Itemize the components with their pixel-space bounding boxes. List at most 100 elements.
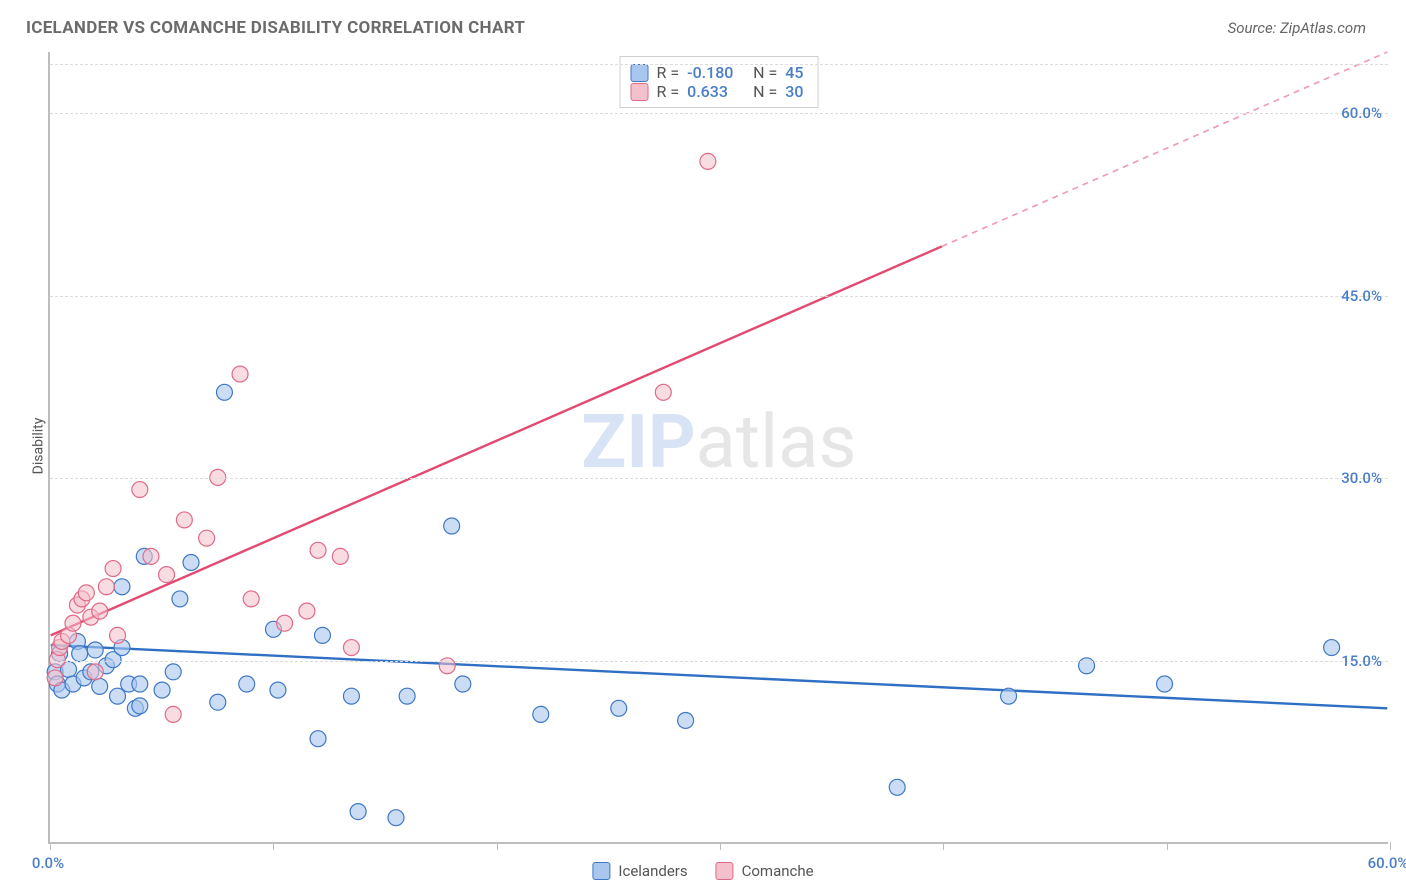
data-point <box>72 646 88 662</box>
data-point <box>78 585 94 601</box>
legend-swatch <box>592 862 610 880</box>
data-point <box>444 518 460 534</box>
legend-label: Comanche <box>742 862 814 880</box>
data-point <box>455 676 471 692</box>
n-label: N = <box>753 82 777 101</box>
data-point <box>216 384 232 400</box>
data-point <box>343 640 359 656</box>
data-point <box>1157 676 1173 692</box>
data-point <box>87 642 103 658</box>
data-point <box>98 579 114 595</box>
data-point <box>533 706 549 722</box>
x-tick <box>1390 842 1391 850</box>
chart-title: ICELANDER VS COMANCHE DISABILITY CORRELA… <box>26 18 525 38</box>
data-point <box>232 366 248 382</box>
data-point <box>399 688 415 704</box>
data-point <box>700 153 716 169</box>
data-point <box>678 712 694 728</box>
data-point <box>611 700 627 716</box>
data-point <box>299 603 315 619</box>
data-point <box>1079 658 1095 674</box>
data-point <box>132 482 148 498</box>
data-point <box>1324 640 1340 656</box>
r-value: -0.180 <box>687 63 745 82</box>
data-point <box>343 688 359 704</box>
data-point <box>110 688 126 704</box>
data-point <box>154 682 170 698</box>
data-point <box>47 670 63 686</box>
data-point <box>165 706 181 722</box>
x-tick <box>720 842 721 850</box>
correlation-row: R = 0.633 N = 30 <box>631 82 804 101</box>
data-point <box>132 676 148 692</box>
data-point <box>199 530 215 546</box>
legend-swatch <box>631 64 649 82</box>
x-tick <box>497 842 498 850</box>
trendline <box>51 246 942 635</box>
y-tick-label: 45.0% <box>1341 287 1382 305</box>
data-point <box>439 658 455 674</box>
y-tick-label: 30.0% <box>1341 469 1382 487</box>
x-tick-label: 0.0% <box>32 854 64 872</box>
data-point <box>350 804 366 820</box>
data-point <box>310 542 326 558</box>
chart-header: ICELANDER VS COMANCHE DISABILITY CORRELA… <box>26 18 1366 38</box>
data-point <box>655 384 671 400</box>
data-point <box>314 627 330 643</box>
data-point <box>239 676 255 692</box>
plot-area: ZIPatlas R =-0.180N =45R = 0.633N =30 15… <box>48 52 1388 844</box>
n-value: 30 <box>785 82 803 101</box>
legend-label: Icelanders <box>618 862 687 880</box>
data-point <box>165 664 181 680</box>
data-point <box>889 779 905 795</box>
data-point <box>87 664 103 680</box>
data-point <box>310 731 326 747</box>
gridline <box>50 64 1388 65</box>
data-point <box>92 678 108 694</box>
gridline <box>50 661 1388 662</box>
data-point <box>143 548 159 564</box>
correlation-row: R = -0.180 N = 45 <box>631 63 804 82</box>
x-tick <box>1167 842 1168 850</box>
data-point <box>65 615 81 631</box>
data-point <box>176 512 192 528</box>
r-label: R = <box>657 82 680 101</box>
trendline-extrapolated <box>942 52 1388 246</box>
gridline <box>50 113 1388 114</box>
y-axis-label: Disability <box>30 418 46 475</box>
data-point <box>183 554 199 570</box>
gridline <box>50 478 1388 479</box>
data-point <box>110 627 126 643</box>
r-label: R = <box>657 63 680 82</box>
data-point <box>210 469 226 485</box>
legend-item: Comanche <box>716 862 814 880</box>
data-point <box>159 567 175 583</box>
r-value: 0.633 <box>687 82 745 101</box>
data-point <box>243 591 259 607</box>
chart-source: Source: ZipAtlas.com <box>1228 19 1366 37</box>
gridline <box>50 296 1388 297</box>
data-point <box>388 810 404 826</box>
x-tick <box>943 842 944 850</box>
x-tick <box>273 842 274 850</box>
n-label: N = <box>753 63 777 82</box>
data-point <box>1001 688 1017 704</box>
data-point <box>172 591 188 607</box>
n-value: 45 <box>785 63 803 82</box>
legend-swatch <box>631 83 649 101</box>
legend-item: Icelanders <box>592 862 687 880</box>
data-point <box>114 579 130 595</box>
data-point <box>92 603 108 619</box>
plot-svg <box>50 52 1388 842</box>
data-point <box>332 548 348 564</box>
chart-container: ICELANDER VS COMANCHE DISABILITY CORRELA… <box>0 0 1406 892</box>
y-tick-label: 60.0% <box>1341 104 1382 122</box>
x-tick-label: 60.0% <box>1368 854 1406 872</box>
data-point <box>270 682 286 698</box>
data-point <box>277 615 293 631</box>
y-tick-label: 15.0% <box>1341 652 1382 670</box>
series-legend: Icelanders Comanche <box>592 862 813 880</box>
data-point <box>105 561 121 577</box>
x-tick <box>50 842 51 850</box>
legend-swatch <box>716 862 734 880</box>
